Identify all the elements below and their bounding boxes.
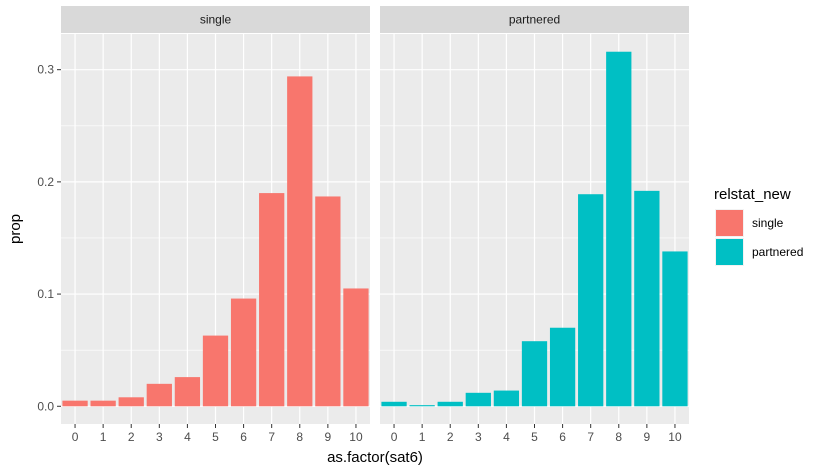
x-tick-label: 2	[447, 430, 454, 444]
facet-label-single: single	[200, 13, 232, 27]
x-tick-label: 8	[296, 430, 303, 444]
x-tick-label: 9	[644, 430, 651, 444]
y-axis: 0.0 0.1 0.2 0.3	[37, 63, 61, 413]
x-tick-label: 2	[128, 430, 135, 444]
y-axis-title: prop	[7, 214, 24, 244]
bar-single-3	[146, 383, 172, 407]
x-tick-label: 0	[391, 430, 398, 444]
panel-partnered: partnered 0 1 2 3 4 5 6 7 8 9 10	[380, 6, 689, 444]
legend-title: relstat_new	[714, 186, 791, 203]
legend-label-partnered: partnered	[752, 245, 803, 259]
x-tick-label: 8	[615, 430, 622, 444]
x-tick-label: 3	[156, 430, 163, 444]
x-tick-label: 4	[503, 430, 510, 444]
x-tick-label: 5	[212, 430, 219, 444]
bar-single-5	[202, 335, 229, 407]
x-tick-label: 9	[325, 430, 332, 444]
bar-single-9	[315, 196, 341, 407]
x-tick-label: 3	[475, 430, 482, 444]
legend-swatch-single	[716, 210, 743, 236]
bar-partnered-7	[578, 194, 604, 407]
x-tick-label: 6	[240, 430, 247, 444]
bar-partnered-9	[634, 190, 660, 407]
x-tick-label: 1	[419, 430, 426, 444]
x-tick-label: 7	[268, 430, 275, 444]
bar-partnered-0	[381, 401, 407, 407]
bar-single-8	[287, 76, 313, 407]
bar-single-10	[343, 288, 369, 407]
bar-single-2	[118, 397, 144, 407]
y-tick-label: 0.2	[37, 175, 54, 189]
facet-strip	[380, 6, 689, 33]
legend-label-single: single	[752, 216, 784, 230]
bar-partnered-10	[662, 251, 688, 407]
facet-strip	[61, 6, 370, 33]
bar-single-0	[62, 400, 88, 407]
bar-single-1	[90, 400, 116, 407]
x-tick-label: 4	[184, 430, 191, 444]
bar-partnered-3	[465, 392, 491, 407]
x-tick-label: 1	[100, 430, 107, 444]
x-tick-label: 10	[349, 430, 363, 444]
x-tick-label: 0	[72, 430, 79, 444]
bar-partnered-1	[409, 405, 435, 407]
bar-partnered-4	[493, 390, 520, 407]
y-tick-label: 0.1	[37, 287, 54, 301]
x-tick-label: 6	[559, 430, 566, 444]
x-tick-label: 10	[668, 430, 682, 444]
facet-label-partnered: partnered	[509, 13, 560, 27]
x-tick-label: 5	[531, 430, 538, 444]
x-axis-title: as.factor(sat6)	[327, 449, 423, 466]
y-tick-label: 0.0	[37, 399, 54, 413]
y-tick-label: 0.3	[37, 63, 54, 77]
legend-items: single partnered	[715, 209, 803, 266]
legend-swatch-partnered	[716, 239, 743, 265]
bar-single-6	[230, 298, 257, 407]
bar-single-7	[259, 193, 285, 407]
bar-single-4	[174, 377, 201, 407]
bar-partnered-5	[521, 341, 548, 407]
panel-single: single 0 1 2 3 4 5 6 7 8 9 10	[61, 6, 370, 444]
bar-partnered-6	[549, 327, 576, 407]
bar-partnered-2	[437, 401, 463, 407]
legend: relstat_new single partnered	[714, 186, 803, 266]
panels: single 0 1 2 3 4 5 6 7 8 9 10 partnered 0 1 2 3 4 5 6 7 8 9 10	[61, 6, 689, 444]
x-tick-label: 7	[587, 430, 594, 444]
bar-partnered-8	[606, 51, 632, 407]
